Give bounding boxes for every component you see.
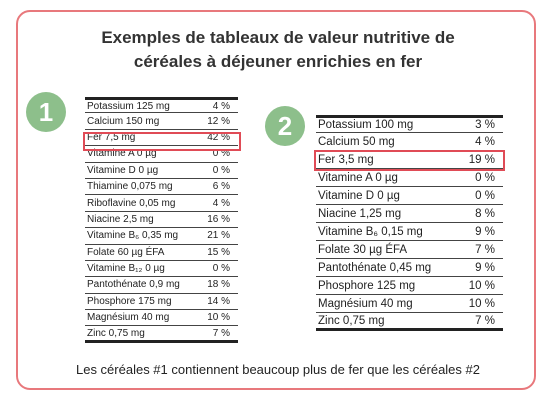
nutrient-name: Folate 60 µg ÉFA: [87, 246, 165, 258]
nutrient-name: Pantothénate 0,9 mg: [87, 279, 180, 291]
title-line-2: céréales à déjeuner enrichies en fer: [133, 52, 423, 71]
nutrient-row: Fer 7,5 mg 42 %: [85, 130, 238, 147]
nutrient-row: Potassium 100 mg 3 %: [316, 115, 503, 133]
nutrient-percent: 7 %: [475, 243, 495, 256]
nutrient-percent: 9 %: [475, 261, 495, 274]
nutrient-percent: 42 %: [207, 131, 230, 143]
nutrient-name: Vitamine A 0 µg: [87, 148, 157, 160]
nutrient-percent: 4 %: [475, 135, 495, 148]
nutrition-table-2: Potassium 100 mg 3 % Calcium 50 mg 4 % Fer 3…: [316, 115, 503, 331]
nutrient-name: Vitamine B₆ 0,35 mg: [87, 230, 179, 242]
title-line-1: Exemples de tableaux de valeur nutritive…: [101, 28, 455, 47]
nutrient-percent: 18 %: [207, 279, 230, 291]
nutrient-name: Magnésium 40 mg: [87, 312, 170, 324]
caption: Les céréales #1 contiennent beaucoup plu…: [75, 362, 480, 377]
nutrient-percent: 3 %: [475, 119, 495, 131]
iron-highlight-1: [83, 132, 241, 151]
nutrient-row: Niacine 1,25 mg 8 %: [316, 205, 503, 223]
nutrient-percent: 0 %: [212, 164, 230, 176]
infographic-card: Exemples de tableaux de valeur nutritive…: [16, 10, 536, 390]
nutrient-name: Magnésium 40 mg: [318, 297, 413, 310]
nutrient-percent: 0 %: [475, 171, 495, 184]
nutrient-name: Pantothénate 0,45 mg: [318, 261, 432, 274]
nutrient-name: Thiamine 0,075 mg: [87, 181, 173, 193]
nutrient-row: Folate 30 µg ÉFA 7 %: [316, 241, 503, 259]
nutrient-percent: 7 %: [475, 314, 495, 327]
iron-highlight-2: [314, 150, 505, 171]
nutrient-row: Magnésium 40 mg 10 %: [85, 310, 238, 327]
nutrient-row: Niacine 2,5 mg 16 %: [85, 212, 238, 229]
nutrient-name: Zinc 0,75 mg: [87, 327, 145, 339]
nutrient-percent: 12 %: [207, 115, 230, 127]
nutrient-percent: 4 %: [212, 197, 230, 209]
nutrient-percent: 4 %: [212, 100, 230, 112]
nutrient-row: Folate 60 µg ÉFA 15 %: [85, 245, 238, 261]
nutrient-row: Phosphore 175 mg 14 %: [85, 294, 238, 311]
nutrient-name: Vitamine B₁₂ 0 µg: [87, 263, 165, 275]
nutrient-row: Zinc 0,75 mg 7 %: [316, 313, 503, 331]
nutrient-row: Vitamine D 0 µg 0 %: [316, 187, 503, 205]
nutrient-percent: 10 %: [468, 297, 495, 310]
nutrient-name: Vitamine D 0 µg: [87, 164, 159, 176]
nutrient-name: Phosphore 175 mg: [87, 295, 172, 307]
nutrient-row: Vitamine A 0 µg 0 %: [316, 169, 503, 187]
nutrient-name: Vitamine A 0 µg: [318, 171, 398, 184]
nutrient-name: Riboflavine 0,05 mg: [87, 197, 176, 209]
nutrient-name: Niacine 2,5 mg: [87, 213, 154, 225]
nutrient-percent: 14 %: [207, 295, 230, 307]
nutrient-row: Calcium 50 mg 4 %: [316, 133, 503, 151]
nutrient-name: Phosphore 125 mg: [318, 279, 416, 292]
nutrient-row: Calcium 150 mg 12 %: [85, 113, 238, 130]
infographic-title: Exemples de tableaux de valeur nutritive…: [18, 26, 538, 74]
nutrient-row: Magnésium 40 mg 10 %: [316, 295, 503, 313]
nutrient-row: Vitamine D 0 µg 0 %: [85, 163, 238, 179]
nutrient-percent: 8 %: [475, 207, 495, 220]
badge-1: 1: [26, 92, 66, 132]
nutrient-percent: 0 %: [212, 263, 230, 275]
nutrient-name: Folate 30 µg ÉFA: [318, 243, 408, 256]
nutrient-row: Riboflavine 0,05 mg 4 %: [85, 195, 238, 212]
nutrient-percent: 15 %: [207, 246, 230, 258]
nutrient-percent: 21 %: [207, 230, 230, 242]
nutrient-percent: 9 %: [475, 225, 495, 238]
nutrient-row: Zinc 0,75 mg 7 %: [85, 326, 238, 343]
nutrient-name: Calcium 50 mg: [318, 135, 395, 148]
nutrient-name: Potassium 100 mg: [318, 119, 414, 131]
nutrient-row: Phosphore 125 mg 10 %: [316, 277, 503, 295]
nutrient-name: Fer 7,5 mg: [87, 131, 136, 143]
nutrient-name: Niacine 1,25 mg: [318, 207, 402, 220]
nutrient-row: Vitamine A 0 µg 0 %: [85, 146, 238, 163]
nutrient-percent: 10 %: [207, 312, 230, 324]
badge-2: 2: [265, 106, 305, 146]
nutrient-row: Vitamine B₁₂ 0 µg 0 %: [85, 261, 238, 278]
nutrient-name: Calcium 150 mg: [87, 115, 160, 127]
nutrient-name: Fer 3,5 mg: [318, 153, 374, 166]
nutrient-percent: 19 %: [468, 153, 495, 166]
nutrient-row: Thiamine 0,075 mg 6 %: [85, 179, 238, 196]
nutrition-table-1: Potassium 125 mg 4 % Calcium 150 mg 12 % Fer…: [85, 97, 238, 343]
nutrient-name: Potassium 125 mg: [87, 100, 170, 112]
nutrient-row: Vitamine B₆ 0,35 mg 21 %: [85, 228, 238, 245]
nutrient-percent: 16 %: [207, 213, 230, 225]
nutrient-percent: 0 %: [212, 148, 230, 160]
nutrient-percent: 0 %: [475, 189, 495, 202]
nutrient-percent: 6 %: [212, 181, 230, 193]
nutrient-row: Vitamine B₆ 0,15 mg 9 %: [316, 223, 503, 241]
nutrient-name: Vitamine B₆ 0,15 mg: [318, 225, 423, 238]
nutrient-name: Vitamine D 0 µg: [318, 189, 400, 202]
nutrient-row: Pantothénate 0,45 mg 9 %: [316, 259, 503, 277]
nutrient-name: Zinc 0,75 mg: [318, 314, 385, 327]
nutrient-row: Potassium 125 mg 4 %: [85, 97, 238, 114]
nutrient-percent: 10 %: [468, 279, 495, 292]
nutrient-row: Pantothénate 0,9 mg 18 %: [85, 277, 238, 294]
nutrient-percent: 7 %: [212, 327, 230, 339]
nutrient-row: Fer 3,5 mg 19 %: [316, 151, 503, 169]
